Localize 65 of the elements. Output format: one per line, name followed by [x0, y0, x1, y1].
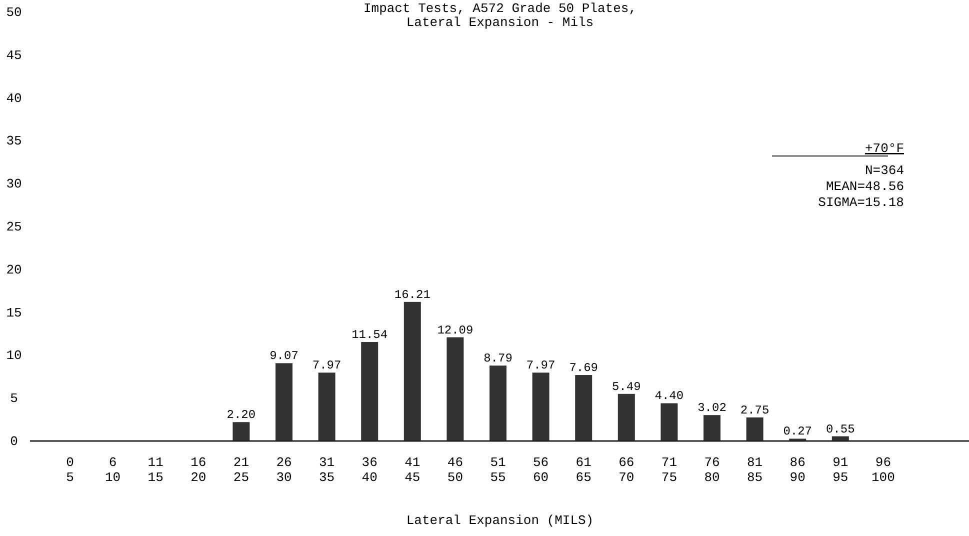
- y-tick-label: 5: [10, 391, 18, 406]
- annotation: MEAN=48.56: [826, 179, 904, 194]
- data-label: 2.75: [740, 403, 770, 418]
- annotation: SIGMA=15.18: [818, 195, 904, 210]
- bar: [276, 363, 292, 441]
- x-tick-label: 51 55: [490, 455, 506, 485]
- data-label: 4.40: [654, 389, 684, 404]
- y-tick-label: 40: [6, 90, 22, 106]
- chart-title: Impact Tests, A572 Grade 50 Plates, Lateral Expansion - Mils: [363, 1, 637, 30]
- data-label: 11.54: [352, 328, 388, 342]
- x-tick-label: 0 5: [66, 455, 74, 485]
- data-label: 8.79: [484, 352, 512, 366]
- annotation: N=364: [864, 163, 904, 178]
- data-label: 0.55: [826, 422, 855, 436]
- bar: [532, 372, 550, 441]
- x-tick-label: 71 75: [661, 455, 678, 485]
- x-tick-label: 31 35: [318, 455, 335, 485]
- x-axis-title: Lateral Expansion (MILS): [406, 513, 594, 528]
- data-label: 7.97: [312, 358, 342, 373]
- x-tick-label: 46 50: [447, 455, 464, 485]
- y-tick-label: 20: [6, 262, 22, 278]
- bar: [704, 415, 720, 441]
- data-label: 9.07: [270, 349, 298, 364]
- data-label: 5.49: [612, 380, 641, 394]
- x-tick-label: 61 65: [576, 455, 592, 485]
- data-label: 16.21: [394, 288, 430, 302]
- bar: [746, 417, 764, 441]
- data-label: 2.20: [226, 408, 256, 422]
- y-tick-label: 15: [6, 305, 22, 320]
- x-tick-label: 81 85: [746, 455, 763, 485]
- x-tick-label: 36 40: [362, 455, 378, 485]
- bar: [232, 422, 250, 441]
- y-tick-label: 50: [6, 5, 22, 20]
- x-tick-label: 96 100: [871, 455, 895, 485]
- x-tick-label: 6 10: [104, 455, 121, 485]
- x-tick-label: 11 15: [148, 455, 164, 485]
- data-label: 7.97: [526, 358, 556, 373]
- x-tick-label: 21 25: [233, 455, 250, 485]
- y-tick-label: 25: [6, 220, 22, 234]
- bar: [490, 366, 506, 441]
- bar: [318, 372, 336, 441]
- x-tick-label: 56 60: [532, 455, 549, 485]
- bar: [446, 337, 464, 441]
- x-tick-label: 26 30: [276, 455, 292, 485]
- bar: [361, 342, 378, 441]
- bar: [660, 403, 678, 441]
- x-tick-label: 41 45: [404, 455, 420, 485]
- data-label: 0.27: [783, 424, 812, 439]
- data-label: 12.09: [437, 323, 474, 338]
- bar: [404, 302, 421, 441]
- data-label: 7.69: [569, 361, 598, 376]
- x-tick-label: 91 95: [832, 455, 848, 485]
- x-tick-label: 76 80: [704, 455, 720, 485]
- y-tick-label: 30: [6, 176, 22, 192]
- x-tick-label: 86 90: [790, 455, 806, 485]
- bar: [575, 375, 592, 441]
- bar: [618, 394, 635, 441]
- x-tick-label: 16 20: [190, 455, 206, 485]
- y-tick-label: 0: [10, 434, 18, 449]
- data-label: 3.02: [698, 401, 726, 416]
- y-tick-label: 10: [6, 348, 22, 364]
- x-tick-label: 66 70: [618, 455, 634, 485]
- annotation: +70°F: [864, 141, 904, 156]
- y-tick-label: 35: [6, 134, 22, 149]
- y-tick-label: 45: [6, 48, 22, 63]
